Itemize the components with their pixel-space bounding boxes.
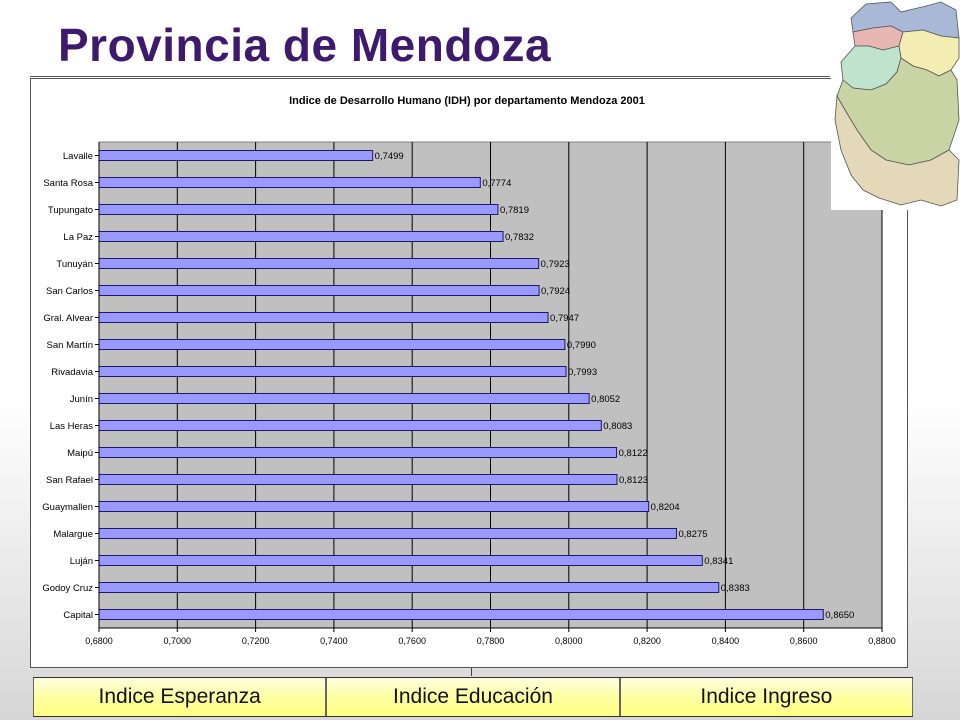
category-label: Tunuyán [56,259,93,270]
category-label: San Martín [47,340,93,351]
bar [98,555,703,566]
bar [98,420,602,431]
data-label: 0,8341 [704,556,733,567]
mendoza-departments-map-icon [834,1,960,207]
slide-title: Provincia de Mendoza [58,19,552,71]
data-label: 0,7774 [482,178,511,189]
axis-tick [471,668,472,676]
data-label: 0,8383 [721,583,750,594]
data-label: 0,8123 [619,475,648,486]
bar [98,528,677,539]
bar [98,231,504,242]
data-label: 0,8122 [619,448,648,459]
data-label: 0,8083 [603,421,632,432]
data-label: 0,7990 [567,340,596,351]
data-label: 0,8275 [678,529,707,540]
x-tick-label: 0,7600 [398,636,426,646]
bar [98,582,720,593]
x-tick-label: 0,8800 [868,636,896,646]
category-label: Malargue [53,529,93,540]
tab-indice-educacion[interactable]: Indice Educación [326,678,620,716]
data-label: 0,8650 [825,610,854,621]
bar [98,339,566,350]
data-label: 0,8052 [591,394,620,405]
plot-area: 0,6800 0,7000 0,7200 0,7400 0,7600 0,7800 0,80… [42,141,896,646]
bar [98,177,481,188]
category-label: Rivadavia [51,367,93,378]
category-label: Tupungato [48,205,93,216]
bar [98,258,540,269]
category-label: San Rafael [46,475,93,486]
x-tick-label: 0,7400 [320,636,348,646]
category-label: La Paz [63,232,93,243]
x-tick-label: 0,8600 [790,636,818,646]
data-label: 0,7499 [375,151,404,162]
idh-bar-chart: Indice de Desarrollo Humano (IDH) por de… [30,78,908,668]
bar [98,447,618,458]
index-tabs: Indice Esperanza Indice Educación Indice… [33,677,913,717]
x-tick-label: 0,6800 [85,636,113,646]
data-label: 0,7947 [550,313,579,324]
bar [98,609,824,620]
tab-indice-esperanza[interactable]: Indice Esperanza [33,678,327,716]
data-label: 0,7923 [541,259,570,270]
category-label: Santa Rosa [43,178,93,189]
category-label: Lavalle [63,151,93,162]
title-divider [30,76,830,77]
mendoza-map [831,0,960,210]
category-label: Maipú [67,448,93,459]
x-tick-label: 0,8400 [712,636,740,646]
x-tick-label: 0,7000 [164,636,192,646]
data-label: 0,8204 [651,502,680,513]
category-label: Junín [70,394,93,405]
data-label: 0,7819 [500,205,529,216]
bar [98,150,374,161]
data-label: 0,7993 [568,367,597,378]
bar [98,501,650,512]
category-label: Guaymallen [42,502,93,513]
category-label: Gral. Alvear [43,313,93,324]
map-region-malargue [834,94,960,207]
bar [98,204,499,215]
chart-canvas: Indice de Desarrollo Humano (IDH) por de… [42,95,896,646]
bar [98,312,549,323]
category-label: Godoy Cruz [42,583,93,594]
x-tick-label: 0,8000 [555,636,583,646]
category-label: San Carlos [46,286,93,297]
bar [98,393,590,404]
tab-indice-ingreso[interactable]: Indice Ingreso [619,678,913,716]
data-label: 0,7924 [541,286,570,297]
category-label: Luján [70,556,93,567]
bar [98,366,567,377]
category-label: Las Heras [50,421,94,432]
chart-title: Indice de Desarrollo Humano (IDH) por de… [289,95,645,107]
category-label: Capital [63,610,93,621]
bar [98,474,618,485]
x-tick-label: 0,7800 [477,636,505,646]
x-tick-label: 0,8200 [633,636,661,646]
bar [98,285,540,296]
x-tick-label: 0,7200 [242,636,270,646]
data-label: 0,7832 [505,232,534,243]
